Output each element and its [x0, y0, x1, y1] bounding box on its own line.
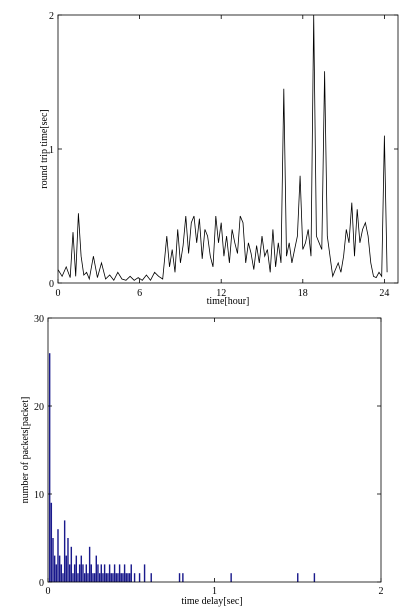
- histogram-bar: [110, 573, 112, 582]
- histogram-bar: [60, 564, 63, 582]
- histogram-bar: [58, 555, 61, 582]
- histogram-bar: [68, 564, 71, 582]
- histogram-bar: [87, 573, 89, 582]
- histogram-bar: [103, 564, 106, 582]
- rtt-x-tick-label: 18: [298, 288, 308, 299]
- histogram-bar: [67, 538, 69, 582]
- histogram-bar: [143, 564, 146, 582]
- histogram-bar: [93, 573, 96, 582]
- histogram-bar: [82, 564, 84, 582]
- histogram-bar: [102, 573, 104, 582]
- rtt-x-tick-label: 0: [56, 288, 61, 299]
- histogram-bar: [73, 564, 76, 582]
- histogram-bar: [113, 564, 116, 582]
- rtt-x-tick-label: 24: [379, 288, 389, 299]
- histogram-bar: [127, 573, 129, 582]
- rtt-x-label: time[hour]: [207, 296, 250, 307]
- histogram-bar: [182, 573, 184, 582]
- histogram-bar: [85, 564, 88, 582]
- histogram-bar: [150, 573, 152, 582]
- histogram-bar: [107, 573, 109, 582]
- histogram-y-tick-label: 0: [39, 578, 44, 589]
- rtt-y-tick-label: 2: [49, 11, 54, 22]
- rtt-plot-frame: [57, 14, 399, 284]
- histogram-bar: [98, 573, 101, 582]
- histogram-bar: [117, 573, 119, 582]
- histogram-bar: [178, 573, 181, 582]
- histogram-bar: [88, 546, 91, 582]
- histogram-bar: [118, 564, 121, 582]
- histogram-bar: [48, 353, 51, 582]
- histogram-bar: [52, 538, 54, 582]
- rtt-x-tick-label: 12: [216, 288, 226, 299]
- histogram-bar: [128, 573, 131, 582]
- histogram-plot-frame: [47, 317, 382, 583]
- histogram-x-tick-label: 0: [46, 586, 51, 597]
- histogram-bar: [63, 520, 66, 582]
- histogram-bar: [115, 573, 117, 582]
- histogram-bar: [92, 573, 94, 582]
- histogram-bar: [108, 564, 111, 582]
- histogram-y-label: number of packets[packet]: [20, 397, 31, 504]
- histogram-bar: [78, 564, 81, 582]
- histogram-y-tick-label: 10: [34, 490, 44, 501]
- histogram-bar: [83, 573, 86, 582]
- histogram-bar: [230, 573, 232, 582]
- histogram-bar: [120, 573, 122, 582]
- histogram-bar: [72, 573, 74, 582]
- histogram-bar: [77, 573, 79, 582]
- histogram-bar: [97, 564, 99, 582]
- histogram-bar: [50, 502, 53, 582]
- histogram-bar: [297, 573, 299, 582]
- histogram-bar: [125, 573, 127, 582]
- histogram-bar: [90, 564, 92, 582]
- histogram-bar: [95, 555, 97, 582]
- histogram-bar: [130, 564, 132, 582]
- histogram-bar: [55, 564, 58, 582]
- histogram-bar: [122, 573, 124, 582]
- histogram-bar: [123, 564, 126, 582]
- rtt-y-tick-label: 0: [49, 279, 54, 290]
- rtt-y-tick-label: 1: [49, 145, 54, 156]
- histogram-bar: [80, 555, 83, 582]
- histogram-x-label: time delay[sec]: [181, 596, 242, 607]
- histogram-bar: [112, 573, 114, 582]
- histogram-x-tick-label: 2: [379, 586, 384, 597]
- histogram-bar: [65, 555, 68, 582]
- histogram-y-tick-label: 30: [34, 314, 44, 325]
- rtt-y-label: round trip time[sec]: [39, 109, 50, 188]
- histogram-x-tick-label: 1: [212, 586, 217, 597]
- histogram-bar: [133, 573, 136, 582]
- histogram-bar: [53, 555, 56, 582]
- histogram-bar: [313, 573, 316, 582]
- histogram-bar: [57, 529, 59, 582]
- rtt-x-tick-label: 6: [137, 288, 142, 299]
- histogram-bar: [70, 546, 73, 582]
- histogram-bars: [48, 353, 316, 582]
- histogram-y-tick-label: 20: [34, 402, 44, 413]
- rtt-series-line: [57, 14, 388, 282]
- histogram-bar: [75, 555, 78, 582]
- histogram-ticks: [47, 317, 382, 583]
- histogram-bar: [105, 573, 107, 582]
- rtt-ticks: [57, 14, 398, 284]
- histogram-bar: [100, 564, 102, 582]
- histogram-bar: [138, 573, 141, 582]
- histogram-bar: [62, 573, 64, 582]
